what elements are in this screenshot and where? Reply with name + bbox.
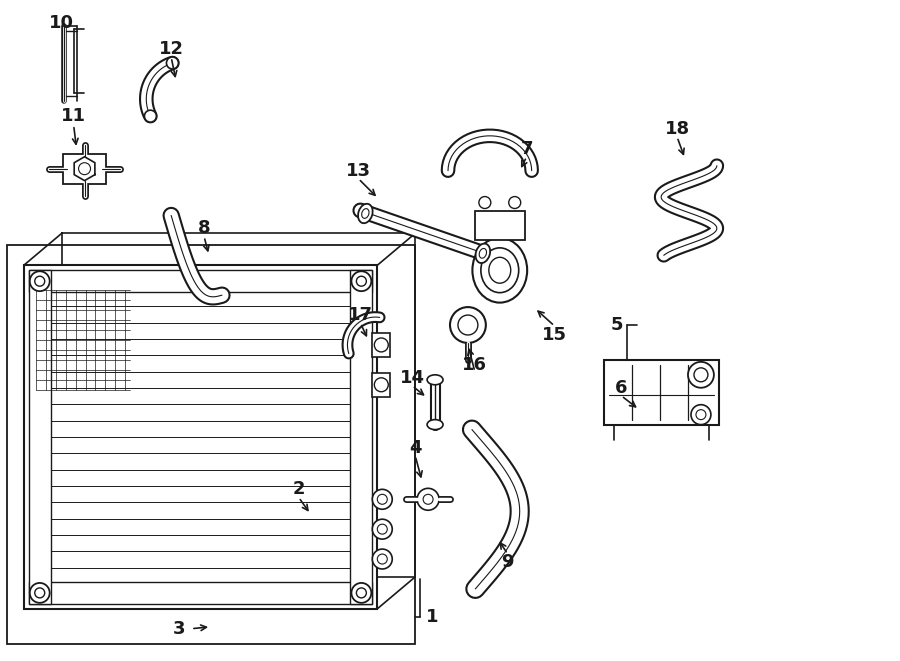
Circle shape (377, 494, 387, 504)
Text: 16: 16 (463, 356, 488, 374)
Circle shape (377, 524, 387, 534)
Bar (475, 210, 525, 241)
Ellipse shape (475, 244, 491, 263)
Circle shape (373, 549, 392, 569)
Text: 12: 12 (158, 40, 184, 58)
Circle shape (356, 276, 366, 286)
Text: 10: 10 (50, 15, 74, 32)
Circle shape (373, 519, 392, 539)
Ellipse shape (362, 209, 369, 218)
Ellipse shape (428, 375, 443, 385)
Polygon shape (63, 154, 106, 184)
Circle shape (374, 378, 388, 392)
Text: 9: 9 (501, 553, 514, 571)
Bar (373, 373, 391, 397)
Text: 5: 5 (611, 316, 624, 334)
Bar (350, 270, 373, 604)
Circle shape (374, 338, 388, 352)
Bar (29, 270, 373, 292)
Circle shape (423, 494, 433, 504)
Ellipse shape (358, 204, 373, 223)
Polygon shape (23, 265, 377, 609)
Text: 3: 3 (173, 620, 185, 638)
Text: 17: 17 (348, 306, 373, 324)
Text: 13: 13 (346, 162, 371, 180)
Bar (7, 245, 415, 644)
Circle shape (696, 410, 706, 420)
Text: 14: 14 (400, 369, 425, 387)
Circle shape (691, 405, 711, 424)
Circle shape (35, 276, 45, 286)
Text: 18: 18 (664, 120, 689, 138)
Circle shape (144, 110, 157, 122)
Bar (604, 360, 719, 424)
Circle shape (30, 271, 50, 291)
Text: 7: 7 (520, 139, 533, 158)
Circle shape (479, 196, 490, 208)
Circle shape (450, 307, 486, 343)
Bar (29, 270, 50, 604)
Circle shape (351, 583, 372, 603)
Text: 6: 6 (615, 379, 627, 397)
Circle shape (688, 362, 714, 388)
Circle shape (377, 554, 387, 564)
Ellipse shape (481, 248, 518, 293)
Text: 2: 2 (292, 481, 305, 498)
Circle shape (417, 488, 439, 510)
Ellipse shape (472, 238, 527, 303)
Text: 4: 4 (409, 438, 421, 457)
Ellipse shape (489, 257, 510, 283)
Circle shape (166, 57, 178, 69)
Circle shape (78, 163, 91, 175)
Text: 8: 8 (198, 219, 211, 237)
Circle shape (458, 315, 478, 335)
Circle shape (35, 588, 45, 598)
Bar (29, 582, 373, 604)
Circle shape (30, 583, 50, 603)
Text: 15: 15 (542, 326, 567, 344)
Bar (373, 333, 391, 357)
Text: 1: 1 (426, 608, 438, 626)
Ellipse shape (428, 420, 443, 430)
Circle shape (508, 196, 521, 208)
Text: 11: 11 (61, 107, 86, 125)
Circle shape (356, 588, 366, 598)
Circle shape (694, 368, 708, 382)
Circle shape (351, 271, 372, 291)
Ellipse shape (479, 249, 487, 258)
Circle shape (373, 489, 392, 509)
